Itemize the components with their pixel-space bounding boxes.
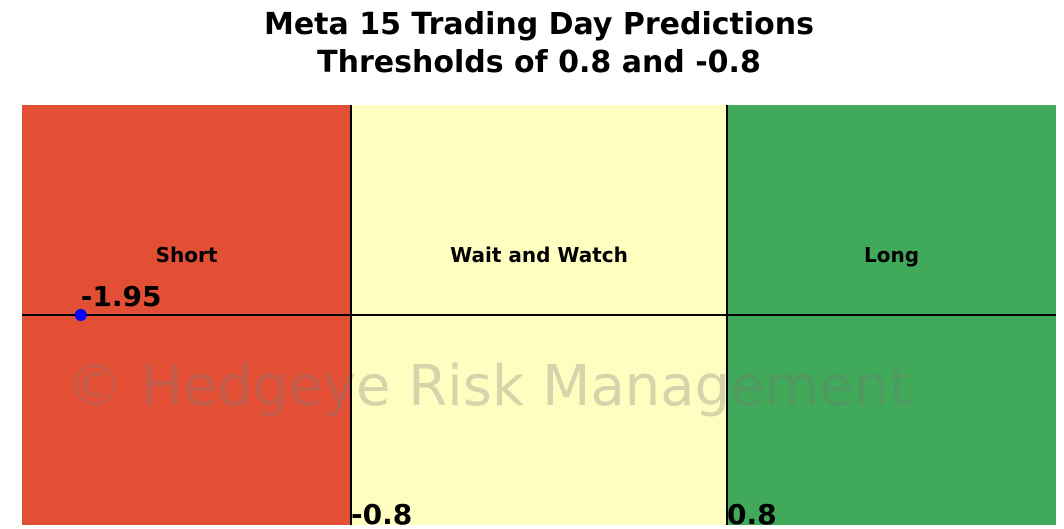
prediction-label: -1.95 <box>81 280 162 313</box>
watermark: © Hedgeye Risk Management <box>67 354 911 419</box>
chart-subtitle: Thresholds of 0.8 and -0.8 <box>317 45 761 80</box>
zone-label: Short <box>156 243 218 267</box>
threshold-label: -0.8 <box>351 498 412 529</box>
threshold-label: 0.8 <box>727 498 777 529</box>
zone-label: Wait and Watch <box>450 243 628 267</box>
plot-area: Short Wait and Watch Long © Hedgeye Risk Ma… <box>22 105 1056 529</box>
chart-title: Meta 15 Trading Day Predictions <box>264 7 814 42</box>
zone-label: Long <box>864 243 919 267</box>
prediction-point <box>74 309 87 321</box>
